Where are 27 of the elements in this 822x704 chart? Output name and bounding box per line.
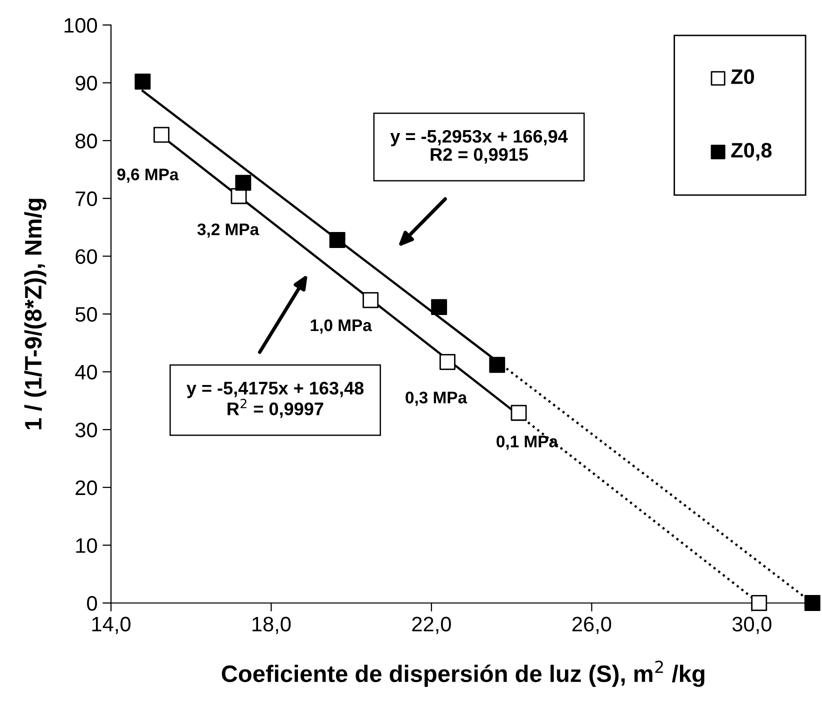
annotation: 3,2 MPa bbox=[197, 223, 260, 238]
y-tick-label: 20 bbox=[76, 480, 97, 496]
y-tick-label: 60 bbox=[76, 249, 97, 264]
annotation: 9,6 MPa bbox=[117, 168, 179, 183]
x-tick-label: 14,0 bbox=[92, 616, 130, 634]
legend-label: Z0 bbox=[731, 69, 754, 84]
y-tick-label: 50 bbox=[75, 307, 97, 322]
x-axis-title: Coeficiente de dispersión de luz (S), m$^{2}$ /kg bbox=[222, 660, 704, 687]
legend-label: Z0,8 bbox=[731, 142, 772, 161]
annotation: y = -5,2953x + 166,94 R2 = 0,9915 bbox=[390, 130, 568, 164]
y-tick-label: 40 bbox=[75, 364, 97, 380]
annotation: 0,1 MPa bbox=[496, 436, 558, 450]
y-tick-label: 90 bbox=[76, 76, 97, 91]
x-tick-label: 26,0 bbox=[572, 616, 612, 634]
x-tick-label: 18,0 bbox=[252, 616, 291, 634]
y-tick-label: 10 bbox=[76, 538, 97, 553]
y-tick-label: 100 bbox=[64, 18, 97, 33]
y-tick-label: 30 bbox=[75, 422, 97, 438]
x-tick-label: 22,0 bbox=[412, 616, 451, 634]
y-tick-label: 0 bbox=[87, 596, 97, 611]
annotation: y = -5,4175x + 163,48 R$^{2}$ = 0,9997 bbox=[186, 382, 364, 418]
y-tick-label: 70 bbox=[76, 191, 97, 206]
x-tick-label: 30,0 bbox=[732, 616, 772, 634]
y-axis-title: 1 / (1/T-9/(8*Z)), Nm/g bbox=[24, 198, 46, 430]
annotation: 0,3 MPa bbox=[406, 392, 468, 406]
annotation: 1,0 MPa bbox=[310, 319, 372, 334]
y-tick-label: 80 bbox=[76, 134, 97, 148]
